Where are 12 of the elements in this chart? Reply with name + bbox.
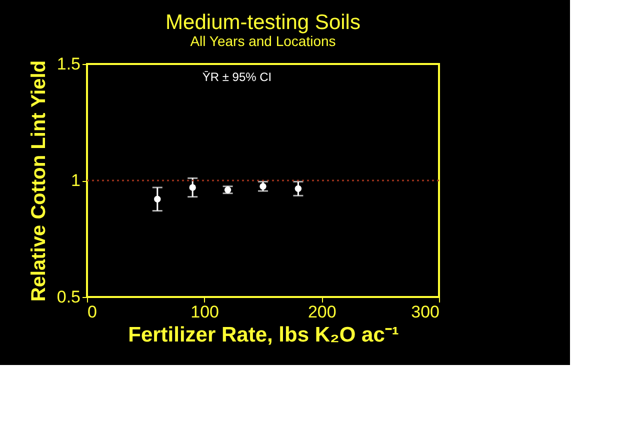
x-axis-title: Fertilizer Rate, lbs K₂O ac⁻¹ (128, 324, 399, 346)
y-tick-label: 0.5 (56, 288, 80, 306)
x-tick-label: 200 (308, 302, 336, 322)
chart-title: Medium-testing Soils (166, 11, 360, 34)
x-tick-label: 300 (411, 302, 440, 322)
x-tick-label: 0 (88, 302, 97, 322)
x-tick-label: 100 (190, 302, 220, 322)
chart-subtitle: All Years and Locations (190, 33, 336, 49)
y-tick-label: 1 (71, 171, 80, 190)
annotation: ȲR ± 95% CI (202, 70, 272, 84)
y-tick-label: 1.5 (56, 54, 80, 74)
y-axis-title: Relative Cotton Lint Yield (28, 60, 50, 302)
